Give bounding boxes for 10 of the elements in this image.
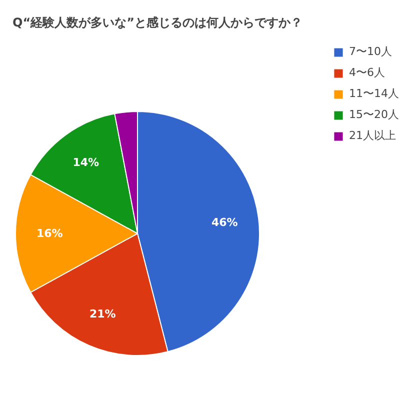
data-label: 21% xyxy=(89,308,116,321)
legend-label: 7〜10人 xyxy=(349,44,392,59)
data-label: 46% xyxy=(211,216,238,229)
legend-label: 21人以上 xyxy=(349,128,396,143)
legend-label: 11〜14人 xyxy=(349,86,399,101)
data-label: 14% xyxy=(72,156,100,169)
legend-label: 4〜6人 xyxy=(349,65,385,80)
legend-label: 15〜20人 xyxy=(349,107,399,122)
data-label: 16% xyxy=(36,227,63,240)
chart-title: Q“経験人数が多いな”と感じるのは何人からですか？ xyxy=(12,16,302,30)
